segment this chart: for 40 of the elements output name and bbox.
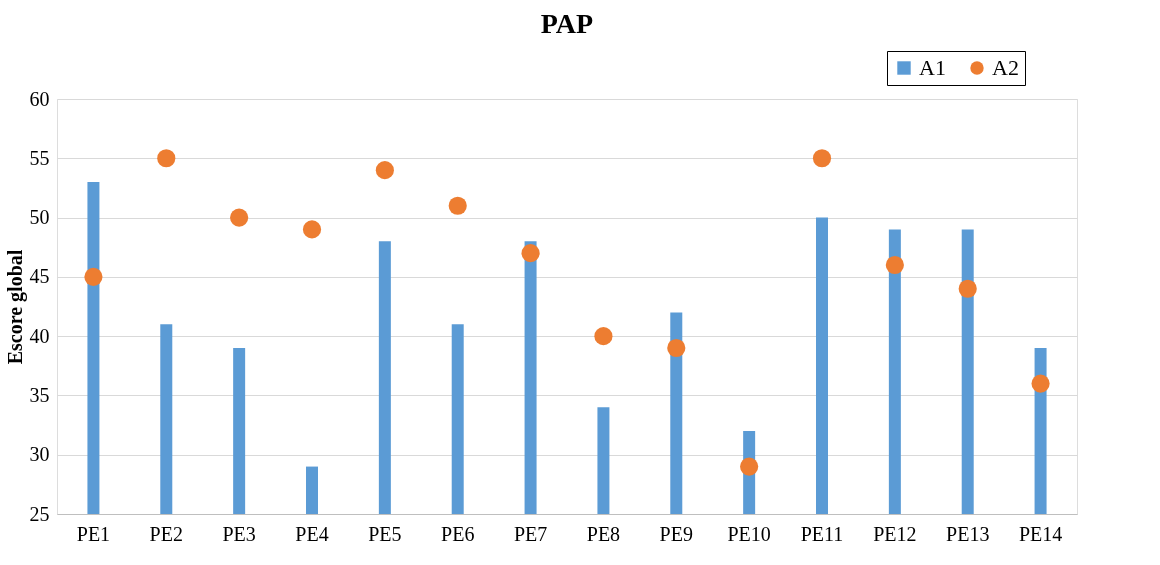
- chart-title: PAP: [540, 7, 594, 39]
- x-tick-label: PE1: [76, 522, 111, 545]
- point: [740, 457, 759, 476]
- x-tick-label: PE11: [800, 522, 844, 545]
- x-tick-label: PE6: [441, 522, 475, 545]
- x-tick-label: PE5: [368, 522, 402, 545]
- y-tick-label: 30: [29, 443, 50, 466]
- x-tick-label: PE2: [149, 522, 183, 545]
- x-tick-label: PE10: [727, 522, 771, 545]
- legend-label: A2: [992, 55, 1019, 80]
- x-tick-label: PE13: [946, 522, 990, 545]
- point: [84, 267, 103, 286]
- y-axis-title: Escore global: [3, 249, 27, 365]
- legend-label: A1: [919, 55, 946, 80]
- point: [230, 208, 249, 227]
- x-tick-label: PE3: [222, 522, 256, 545]
- point: [812, 149, 832, 168]
- y-tick-label: 40: [29, 324, 50, 347]
- point: [302, 220, 322, 239]
- x-tick-label: PE4: [295, 522, 329, 545]
- point: [521, 244, 540, 263]
- y-tick-label: 45: [29, 265, 50, 288]
- point: [594, 327, 613, 346]
- point: [157, 149, 176, 168]
- point: [958, 279, 977, 298]
- y-tick-label: 50: [29, 206, 50, 229]
- point: [375, 161, 394, 180]
- x-tick-label: PE7: [513, 522, 548, 545]
- x-tick-label: PE12: [873, 522, 917, 545]
- y-tick-label: 35: [29, 383, 50, 406]
- y-tick-label: 60: [29, 87, 50, 110]
- x-tick-label: PE9: [659, 522, 693, 545]
- point: [448, 196, 467, 215]
- x-tick-label: PE8: [586, 522, 621, 545]
- y-tick-label: 55: [29, 146, 50, 169]
- y-tick-label: 25: [29, 502, 50, 525]
- x-tick-label: PE14: [1018, 522, 1063, 545]
- point: [667, 338, 686, 358]
- point: [1031, 374, 1050, 393]
- point: [885, 255, 904, 275]
